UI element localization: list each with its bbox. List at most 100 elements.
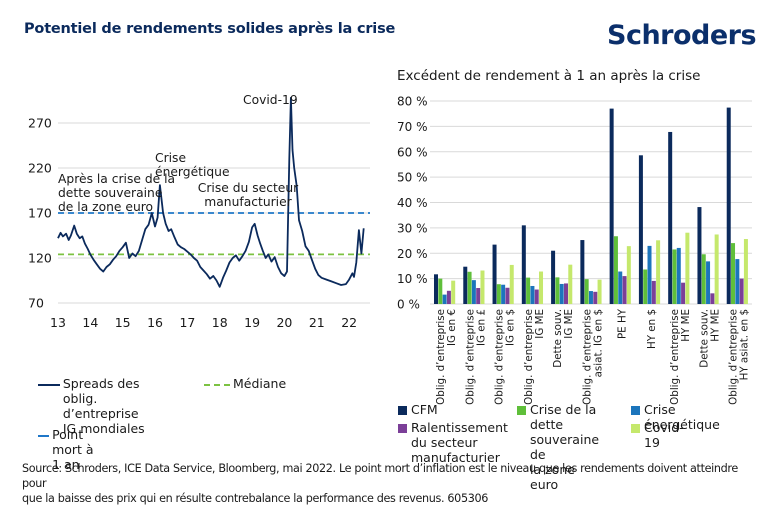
bar-covid-19 (539, 271, 544, 304)
bar-cfm (697, 207, 702, 304)
x-category-label: Oblig. d’entrepriseIG en € (435, 309, 458, 405)
bar-cfm (521, 225, 526, 304)
y-tick-label: 80 % (397, 95, 428, 109)
bar-cfm (726, 107, 731, 304)
bar-ralentissement-du-secteur-manufacturier (446, 290, 451, 304)
bar-ralentissement-du-secteur-manufacturier (651, 280, 656, 304)
x-category-label: PE HY (617, 308, 629, 339)
bar-covid-19 (656, 240, 661, 304)
x-tick-label: 22 (341, 315, 357, 330)
legend-label-covid: Covid-19 (644, 420, 684, 450)
bar-covid-19 (480, 270, 485, 304)
bar-chart: 0 % 10 % 20 % 30 % 40 % 50 % 60 % 70 % 80 % Oblig… (397, 95, 752, 405)
x-tick-label: 21 (309, 315, 325, 330)
bar-covid-19 (626, 246, 631, 304)
y-tick-label: 170 (28, 206, 52, 221)
bar-crise-de-la-dette-souveraine-de-la-zone-euro (555, 277, 560, 304)
bar-crise-de-la-dette-souveraine-de-la-zone-euro (584, 279, 589, 304)
x-category-label: Oblig. d’entrepriseIG en $ (494, 309, 517, 405)
annotation-manufacturing: Crise du secteur manufacturier (198, 181, 299, 209)
bar-crise-nerg-tique (735, 259, 740, 304)
bar-crise-nerg-tique (676, 247, 681, 304)
bar-covid-19 (568, 264, 573, 304)
bar-cfm (668, 131, 673, 304)
y-tick-label: 10 % (397, 272, 428, 286)
y-tick-label: 0 % (397, 298, 420, 312)
annotation-covid: Covid-19 (243, 93, 298, 107)
x-category-label: Oblig. d’entrepriseIG en £ (464, 309, 487, 405)
bar-crise-nerg-tique (588, 291, 593, 304)
y-tick-label: 120 (28, 251, 52, 266)
bar-cfm (492, 244, 497, 304)
legend-item-energy-crisis: Crise énergétique (631, 402, 720, 432)
legend-item-cfm: CFM (398, 402, 438, 417)
bar-cfm (434, 274, 438, 304)
bar-chart-title: Excédent de rendement à 1 an après la cr… (397, 68, 701, 84)
legend-item-covid: Covid-19 (631, 420, 684, 450)
x-tick-label: 17 (179, 315, 195, 330)
bar-cfm (580, 240, 585, 304)
x-category-label: Oblig. d’entrepriseHY ME (669, 309, 692, 405)
bar-cfm (638, 155, 643, 304)
bar-ralentissement-du-secteur-manufacturier (505, 287, 510, 304)
bar-covid-19 (685, 232, 690, 304)
bar-crise-nerg-tique (442, 294, 447, 304)
legend-label-spreads: Spreads des oblig. d’entreprise IG mondi… (62, 376, 145, 436)
legend-label-euro-crisis: Crise de la dette souveraine de la zone … (530, 402, 600, 492)
bar-crise-nerg-tique (618, 271, 623, 304)
bar-covid-19 (597, 279, 602, 304)
schroders-logo: Schroders (607, 20, 757, 51)
bar-crise-nerg-tique (706, 261, 711, 304)
x-tick-label: 19 (244, 315, 260, 330)
y-tick-label: 60 % (397, 145, 428, 159)
x-category-label: Oblig. d’entrepriseIG ME (523, 309, 546, 405)
bar-crise-de-la-dette-souveraine-de-la-zone-euro (643, 269, 648, 304)
legend-item-euro-crisis: Crise de la dette souveraine de la zone … (517, 402, 599, 492)
legend-item-median: Médiane (204, 376, 286, 391)
y-tick-label: 40 % (397, 196, 428, 210)
legend-item-manufacturing: Ralentissement du secteur manufacturier (398, 420, 508, 465)
legend-swatch-energy-crisis (631, 406, 640, 415)
bar-cfm (609, 108, 614, 304)
x-tick-label: 15 (115, 315, 131, 330)
bar-covid-19 (509, 264, 514, 304)
bar-covid-19 (714, 234, 719, 304)
x-category-label: Oblig. d’entrepriseasiat. IG en $ (581, 309, 604, 405)
legend-label-median: Médiane (233, 376, 287, 391)
legend-swatch-dashed-green (204, 384, 230, 386)
bar-crise-nerg-tique (647, 245, 652, 304)
bar-cfm (551, 250, 556, 304)
legend-swatch-covid (631, 424, 640, 433)
bar-crise-nerg-tique (559, 283, 564, 304)
bar-crise-nerg-tique (501, 284, 506, 304)
x-tick-label: 16 (147, 315, 163, 330)
x-tick-label: 18 (212, 315, 228, 330)
bar-crise-de-la-dette-souveraine-de-la-zone-euro (613, 236, 618, 304)
spreads-line (57, 96, 365, 288)
bar-crise-de-la-dette-souveraine-de-la-zone-euro (731, 243, 736, 304)
page-title: Potentiel de rendements solides après la… (24, 21, 396, 37)
legend-label-manufacturing: Ralentissement du secteur manufacturier (411, 420, 508, 465)
y-tick-label: 220 (28, 161, 52, 176)
bar-crise-de-la-dette-souveraine-de-la-zone-euro (701, 254, 706, 304)
bar-cfm (463, 266, 468, 304)
source-footnote: Source: Schroders, ICE Data Service, Blo… (22, 462, 738, 505)
x-category-label: Dette souv.HY ME (698, 309, 721, 368)
x-tick-label: 13 (50, 315, 66, 330)
y-tick-label: 50 % (397, 171, 428, 185)
bar-crise-de-la-dette-souveraine-de-la-zone-euro (672, 249, 677, 304)
legend-swatch-euro-crisis (517, 406, 526, 415)
legend-swatch-dashed-blue (38, 435, 50, 437)
bar-covid-19 (451, 280, 456, 304)
legend-item-breakeven: Point mort à 1 an (38, 427, 98, 472)
x-category-label: HY en $ (646, 309, 658, 349)
bar-ralentissement-du-secteur-manufacturier (534, 289, 539, 304)
legend-item-spreads: Spreads des oblig. d’entreprise IG mondi… (38, 376, 147, 436)
x-tick-label: 20 (276, 315, 292, 330)
bar-ralentissement-du-secteur-manufacturier (681, 282, 686, 304)
bar-ralentissement-du-secteur-manufacturier (593, 291, 598, 304)
legend-label-energy-crisis: Crise énergétique (644, 402, 720, 432)
bar-ralentissement-du-secteur-manufacturier (710, 293, 715, 304)
y-tick-label: 30 % (397, 221, 428, 235)
